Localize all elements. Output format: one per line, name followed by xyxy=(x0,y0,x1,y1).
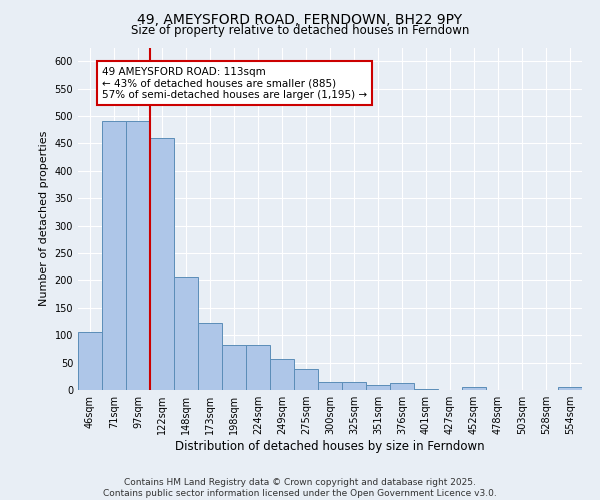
Bar xyxy=(126,122,150,390)
Bar xyxy=(318,382,342,390)
Bar xyxy=(198,323,222,390)
Bar xyxy=(390,384,414,390)
Bar xyxy=(366,385,390,390)
Text: 49, AMEYSFORD ROAD, FERNDOWN, BH22 9PY: 49, AMEYSFORD ROAD, FERNDOWN, BH22 9PY xyxy=(137,12,463,26)
Bar xyxy=(150,138,174,390)
Y-axis label: Number of detached properties: Number of detached properties xyxy=(39,131,49,306)
Bar xyxy=(462,388,486,390)
Text: Size of property relative to detached houses in Ferndown: Size of property relative to detached ho… xyxy=(131,24,469,37)
Bar xyxy=(222,345,246,390)
X-axis label: Distribution of detached houses by size in Ferndown: Distribution of detached houses by size … xyxy=(175,440,485,453)
Bar xyxy=(294,369,318,390)
Bar xyxy=(246,345,270,390)
Bar xyxy=(78,332,102,390)
Bar xyxy=(558,388,582,390)
Text: Contains HM Land Registry data © Crown copyright and database right 2025.
Contai: Contains HM Land Registry data © Crown c… xyxy=(103,478,497,498)
Bar xyxy=(174,276,198,390)
Bar xyxy=(342,382,366,390)
Bar xyxy=(102,122,126,390)
Bar xyxy=(270,359,294,390)
Text: 49 AMEYSFORD ROAD: 113sqm
← 43% of detached houses are smaller (885)
57% of semi: 49 AMEYSFORD ROAD: 113sqm ← 43% of detac… xyxy=(102,66,367,100)
